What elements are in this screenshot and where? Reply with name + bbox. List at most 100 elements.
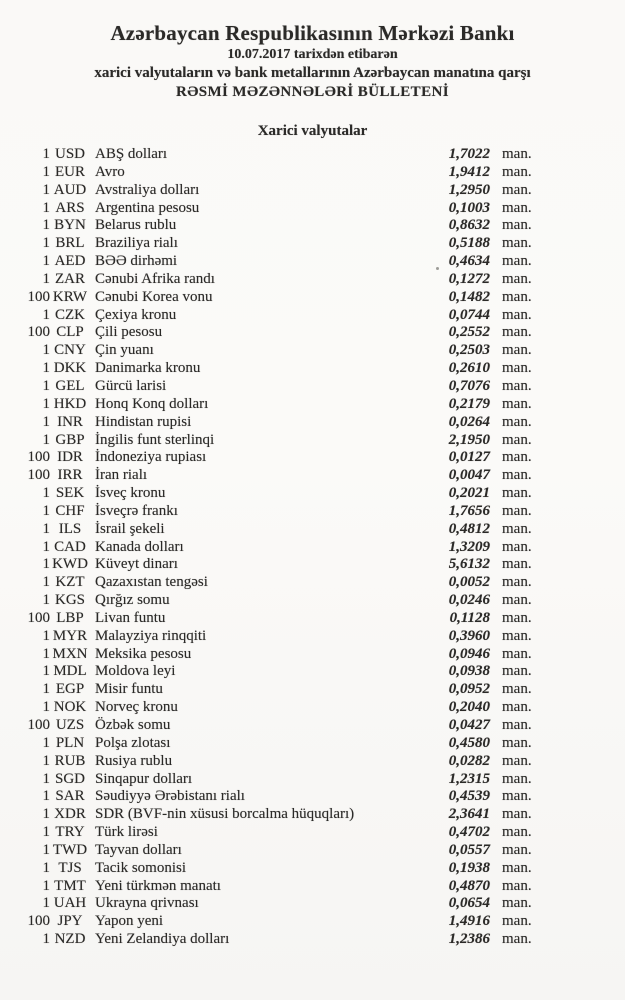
unit-quantity: 1: [42, 163, 51, 180]
manat-unit-label: man.: [502, 806, 532, 823]
rate-row: 100 IRR İran rialı 0,0047 man.: [0, 467, 625, 485]
rate-row: 1 CHF İsveçrə frankı 1,7656 man.: [0, 503, 625, 521]
unit-quantity: 100: [27, 609, 51, 626]
rate-value: 0,1272: [448, 270, 490, 287]
manat-unit-label: man.: [502, 734, 532, 751]
currency-name: Sinqapur dolları: [95, 770, 193, 787]
rate-row: 100 KRW Cənubi Korea vonu 0,1482 man.: [0, 289, 625, 307]
currency-code: IDR: [57, 449, 83, 466]
rate-value: 0,2021: [448, 485, 490, 502]
rate-value: 0,0264: [448, 413, 490, 430]
unit-quantity: 1: [42, 681, 51, 698]
manat-unit-label: man.: [502, 841, 532, 858]
rate-row: 100 CLP Çili pesosu 0,2552 man.: [0, 324, 625, 342]
unit-quantity: 1: [42, 592, 51, 609]
currency-name: Honq Konq dolları: [95, 395, 209, 412]
currency-code: UZS: [55, 717, 85, 733]
rate-row: 1 BYN Belarus rublu 0,8632 man.: [0, 217, 625, 235]
currency-code: EGP: [55, 681, 85, 698]
bank-title: Azərbaycan Respublikasının Mərkəzi Bankı: [110, 21, 515, 45]
manat-unit-label: man.: [502, 502, 532, 519]
manat-unit-label: man.: [502, 199, 532, 216]
manat-unit-label: man.: [502, 913, 532, 930]
currency-name: Argentina pesosu: [95, 199, 200, 216]
rate-value: 0,0952: [448, 681, 490, 698]
unit-quantity: 1: [42, 342, 51, 359]
manat-unit-label: man.: [502, 717, 532, 733]
currency-name: Qırğız somu: [95, 592, 170, 609]
rate-row: 1 TJS Tacik somonisi 0,1938 man.: [0, 860, 625, 878]
manat-unit-label: man.: [502, 485, 532, 502]
currency-name: Livan funtu: [95, 609, 166, 626]
rate-value: 0,7076: [448, 377, 490, 394]
currency-name: Moldova leyi: [95, 663, 176, 680]
rate-value: 0,0557: [448, 841, 490, 858]
currency-name: Küveyt dinarı: [95, 556, 178, 573]
rate-row: 1 KWD Küveyt dinarı 5,6132 man.: [0, 556, 625, 574]
currency-code: EUR: [55, 163, 85, 180]
rate-row: 1 SEK İsveç kronu 0,2021 man.: [0, 485, 625, 503]
currency-code: TMT: [54, 877, 86, 894]
unit-quantity: 1: [42, 306, 51, 323]
unit-quantity: 1: [42, 841, 51, 858]
rate-value: 1,3209: [448, 538, 490, 555]
rate-row: 1 TRY Türk lirəsi 0,4702 man.: [0, 824, 625, 842]
currency-name: Belarus rublu: [95, 217, 177, 234]
rate-value: 0,4539: [448, 788, 490, 805]
unit-quantity: 1: [42, 556, 51, 573]
currency-name: Danimarka kronu: [95, 360, 201, 377]
manat-unit-label: man.: [502, 592, 532, 609]
manat-unit-label: man.: [502, 931, 532, 948]
currency-code: GEL: [55, 377, 85, 394]
currency-code: ZAR: [55, 270, 85, 287]
rate-value: 0,2179: [448, 395, 490, 412]
manat-unit-label: man.: [502, 824, 532, 841]
currency-name: Çili pesosu: [95, 324, 163, 341]
rate-row: 1 USD ABŞ dolları 1,7022 man.: [0, 146, 625, 164]
currency-code: TWD: [52, 841, 88, 858]
rate-value: 0,4870: [448, 877, 490, 894]
rate-row: 1 MXN Meksika pesosu 0,0946 man.: [0, 646, 625, 664]
rate-row: 1 SGD Sinqapur dolları 1,2315 man.: [0, 771, 625, 789]
manat-unit-label: man.: [502, 395, 532, 412]
rate-value: 0,0047: [448, 467, 490, 484]
unit-quantity: 1: [42, 734, 51, 751]
manat-unit-label: man.: [502, 217, 532, 234]
currency-name: Özbək somu: [95, 717, 171, 733]
rate-row: 1 ZAR Cənubi Afrika randı 0,1272 man.: [0, 271, 625, 289]
rate-value: 0,0127: [448, 449, 490, 466]
rate-value: 0,0052: [448, 574, 490, 591]
unit-quantity: 1: [42, 752, 51, 769]
currency-name: Çexiya kronu: [95, 306, 177, 323]
unit-quantity: 1: [42, 395, 51, 412]
currency-name: Polşa zlotası: [95, 734, 171, 751]
manat-unit-label: man.: [502, 235, 532, 252]
manat-unit-label: man.: [502, 324, 532, 341]
currency-name: İndoneziya rupiası: [95, 449, 207, 466]
currency-name: Qazaxıstan tengəsi: [95, 574, 208, 591]
unit-quantity: 1: [42, 431, 51, 448]
rate-row: 1 CNY Çin yuanı 0,2503 man.: [0, 342, 625, 360]
rate-row: 1 NOK Norveç kronu 0,2040 man.: [0, 699, 625, 717]
manat-unit-label: man.: [502, 270, 532, 287]
manat-unit-label: man.: [502, 163, 532, 180]
manat-unit-label: man.: [502, 699, 532, 716]
currency-name: Misir funtu: [95, 681, 163, 698]
currency-name: Kanada dolları: [95, 538, 184, 555]
unit-quantity: 1: [42, 699, 51, 716]
unit-quantity: 1: [42, 574, 51, 591]
rate-value: 1,9412: [448, 163, 490, 180]
manat-unit-label: man.: [502, 377, 532, 394]
rate-row: 1 CAD Kanada dolları 1,3209 man.: [0, 539, 625, 557]
manat-unit-label: man.: [502, 877, 532, 894]
rate-value: 0,0654: [448, 895, 490, 912]
rate-row: 1 AUD Avstraliya dolları 1,2950 man.: [0, 182, 625, 200]
currency-code: SEK: [55, 485, 85, 502]
currency-code: ILS: [58, 520, 82, 537]
unit-quantity: 1: [42, 199, 51, 216]
currency-code: BYN: [54, 217, 86, 234]
rate-value: 0,2552: [448, 324, 490, 341]
manat-unit-label: man.: [502, 360, 532, 377]
currency-code: KWD: [52, 556, 88, 573]
rate-value: 0,4634: [448, 253, 490, 270]
